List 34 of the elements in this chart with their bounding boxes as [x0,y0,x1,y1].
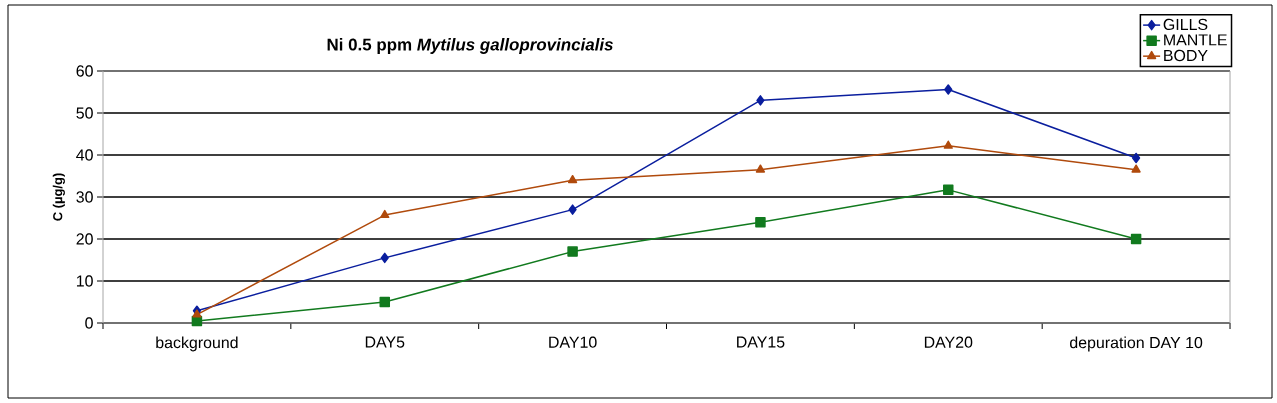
point [380,252,389,264]
point [1131,152,1141,164]
point [568,204,577,215]
point [943,184,954,196]
point [756,95,765,106]
x-tick-label: DAY20 [924,336,973,348]
x-tick-label: background [156,336,238,352]
y-tick-label: 40 [76,149,93,161]
y-tick-label: 50 [76,107,93,119]
y-tick-label: 0 [85,317,93,329]
point [1131,164,1141,173]
x-tick-label: DAY10 [549,336,597,348]
legend-label: MANTLE [1164,34,1227,46]
chart-title: Ni 0.5 ppm Mytilus galloprovincialis [327,38,613,54]
point [567,174,578,184]
point [755,216,766,228]
legend-label: GILLS [1163,18,1208,31]
y-tick-label: 30 [76,191,93,203]
point [1130,233,1142,245]
y-tick-label: 60 [76,65,93,77]
point [380,209,390,219]
x-tick-label: DAY15 [737,336,785,348]
y-tick-label: 20 [76,233,93,245]
point [755,164,766,173]
x-tick-label: depuration DAY 10 [1070,336,1203,352]
y-axis-title: C (µg/g) [52,173,65,221]
point [943,140,953,149]
point [192,309,202,318]
x-tick-label: DAY5 [365,336,405,348]
point [379,296,391,308]
point [944,84,953,95]
y-tick-label: 10 [76,275,93,287]
point [567,246,578,257]
legend-label: BODY [1164,49,1208,62]
